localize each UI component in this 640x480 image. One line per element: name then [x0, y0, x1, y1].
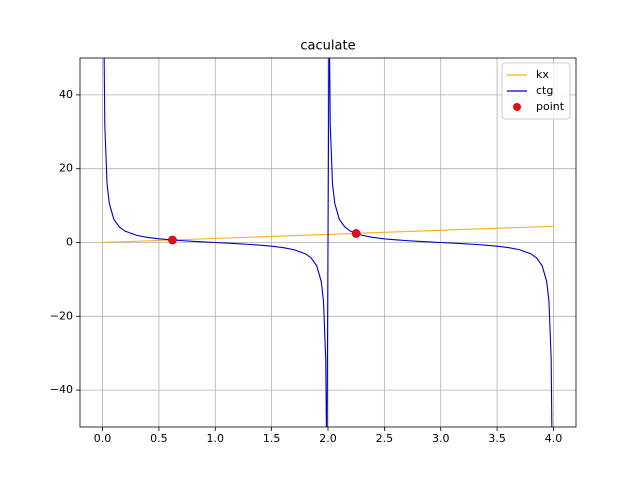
y-tick-label: −20: [50, 309, 73, 322]
point: [351, 229, 361, 238]
plot-frame: [79, 57, 577, 428]
legend-label: ctg: [536, 84, 553, 97]
x-tick-label: 4.0: [545, 432, 563, 445]
line: [103, 58, 553, 427]
chart-title: caculate: [300, 39, 355, 54]
x-tick-label: 1.0: [207, 432, 225, 445]
x-tick-label: 0.0: [94, 432, 112, 445]
legend-marker: [513, 103, 521, 111]
y-tick-label: −40: [50, 383, 73, 396]
x-tick-label: 3.0: [432, 432, 450, 445]
x-tick-label: 3.5: [488, 432, 506, 445]
y-tick-label: 0: [66, 236, 73, 249]
x-tick-label: 2.0: [319, 432, 337, 445]
x-tick-label: 0.5: [150, 432, 168, 445]
legend-label: kx: [536, 68, 549, 81]
legend-label: point: [536, 100, 565, 113]
y-tick-label: 20: [59, 162, 73, 175]
y-tick-label: 40: [59, 88, 73, 101]
point: [168, 235, 177, 245]
x-tick-label: 2.5: [376, 432, 394, 445]
plot-area: [102, 58, 554, 427]
x-tick-label: 1.5: [263, 432, 281, 445]
